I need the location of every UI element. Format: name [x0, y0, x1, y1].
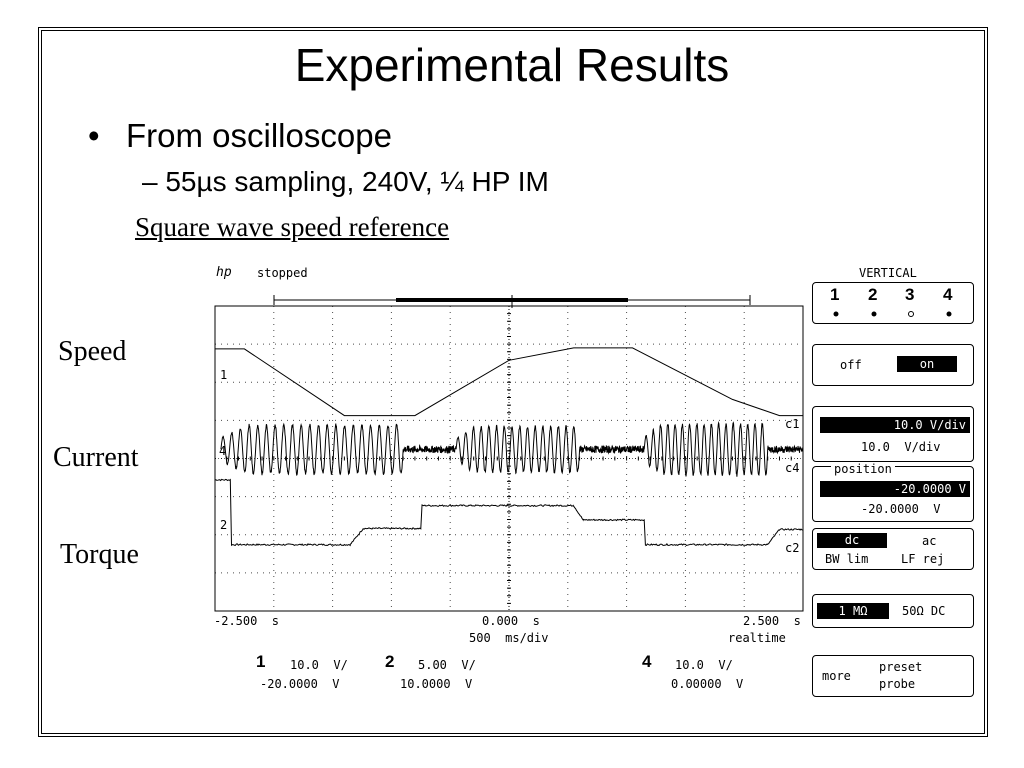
ch1-scale: 10.0 V/ [290, 658, 348, 672]
probe-option[interactable]: probe [879, 677, 916, 691]
subbullet-item: – 55µs sampling, 240V, ¼ HP IM [142, 166, 549, 198]
more-box[interactable]: more preset probe [812, 655, 974, 697]
hp-logo: hp [216, 265, 232, 280]
scope-status: stopped [257, 266, 308, 280]
coupling-dc[interactable]: dc [817, 533, 887, 548]
scope-plot [214, 305, 804, 612]
channel-2-indicator [871, 311, 877, 317]
channel-4-key[interactable]: 4 [943, 285, 953, 304]
ch1-number: 1 [256, 652, 266, 671]
display-toggle-box[interactable]: off on [812, 344, 974, 386]
bw-limit[interactable]: BW lim [825, 552, 869, 566]
volts-per-div-selected[interactable]: 10.0 V/div [820, 417, 970, 433]
channel-indicators [833, 311, 952, 317]
bullet-text: From oscilloscope [126, 117, 392, 154]
impedance-box[interactable]: 1 MΩ 50Ω DC [812, 594, 974, 628]
acquisition-mode: realtime [728, 631, 786, 645]
slide-title: Experimental Results [294, 39, 730, 91]
time-center-label: 0.000 s [482, 614, 540, 628]
bullet-item: • From oscilloscope [88, 117, 392, 155]
trace-label-c4: c4 [785, 461, 800, 475]
bullet-marker: • [88, 117, 100, 154]
ch2-offset: 10.0000 V [400, 677, 473, 691]
channel-3-indicator [908, 311, 914, 317]
volts-per-div-box[interactable]: 10.0 V/div 10.0 V/div [812, 406, 974, 462]
impedance-50[interactable]: 50Ω DC [902, 604, 946, 618]
time-right-label: 2.500 s [743, 614, 801, 628]
label-torque: Torque [60, 539, 139, 570]
channel-select-box[interactable]: 1 2 3 4 [812, 282, 974, 324]
time-left-label: -2.500 s [214, 614, 280, 628]
channel-4-indicator [946, 311, 952, 317]
position-selected[interactable]: -20.0000 V [820, 481, 970, 497]
ch2-scale: 5.00 V/ [418, 658, 476, 672]
channel-1-indicator [833, 311, 839, 317]
ch4-ground-marker: 4 [219, 444, 227, 458]
torque-trace [214, 478, 804, 547]
lf-reject[interactable]: LF rej [901, 552, 945, 566]
more-button[interactable]: more [822, 669, 851, 683]
channel-3-key[interactable]: 3 [905, 285, 915, 304]
label-current: Current [53, 442, 139, 473]
slide-frame-outer [38, 27, 988, 737]
preset-option[interactable]: preset [879, 660, 923, 674]
trace-label-c2: c2 [785, 541, 800, 555]
ch2-ground-marker: 2 [220, 518, 228, 532]
subbullet-text: 55µs sampling, 240V, ¼ HP IM [165, 166, 549, 197]
position-label: position [831, 462, 895, 476]
timebase-label: 500 ms/div [469, 631, 549, 645]
label-speed: Speed [58, 336, 127, 367]
caption: Square wave speed reference [135, 212, 450, 242]
speed-trace [215, 347, 803, 417]
ch4-number: 4 [642, 652, 652, 671]
channel-2-key[interactable]: 2 [868, 285, 878, 304]
ch2-number: 2 [385, 652, 395, 671]
position-value: -20.0000 V [861, 502, 941, 516]
ch1-offset: -20.0000 V [260, 677, 340, 691]
coupling-box[interactable]: dc ac BW lim LF rej [812, 528, 974, 570]
current-trace [220, 420, 804, 477]
subbullet-dash: – [142, 166, 158, 197]
position-box[interactable]: position -20.0000 V -20.0000 V [812, 462, 974, 522]
ch4-offset: 0.00000 V [671, 677, 744, 691]
display-off-option[interactable]: off [840, 358, 862, 372]
display-on-option[interactable]: on [897, 356, 957, 372]
panel-header: VERTICAL [859, 266, 917, 280]
impedance-1m[interactable]: 1 MΩ [817, 603, 889, 619]
ch4-scale: 10.0 V/ [675, 658, 733, 672]
timebase-window-bar [273, 295, 751, 308]
ch1-ground-marker: 1 [220, 368, 228, 382]
channel-1-key[interactable]: 1 [830, 285, 840, 304]
slide-frame-inner [41, 30, 985, 734]
volts-per-div-value: 10.0 V/div [861, 440, 941, 454]
coupling-ac[interactable]: ac [922, 534, 937, 548]
trace-label-c1: c1 [785, 417, 800, 431]
